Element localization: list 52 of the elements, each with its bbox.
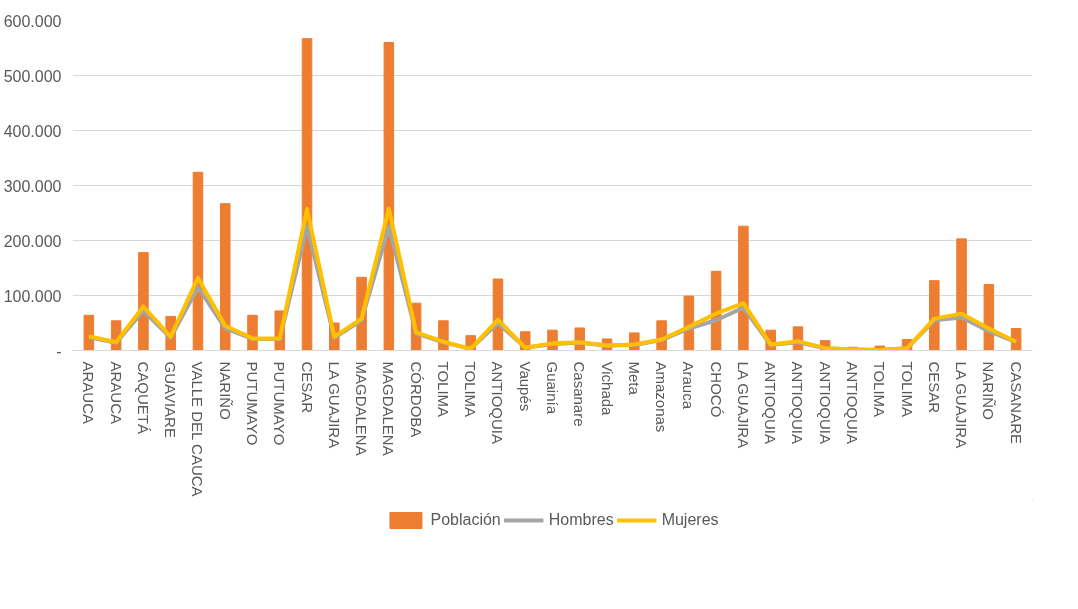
- bar: [83, 314, 95, 351]
- legend-label: Mujeres: [661, 511, 719, 529]
- x-tick-label: MAGDALENA: [380, 361, 398, 456]
- x-tick-label: CESAR: [298, 361, 316, 414]
- x-tick-label: CAQUETÁ: [134, 361, 152, 435]
- y-tick-label: 400.000: [3, 122, 62, 140]
- x-tick-label: Amazonas: [653, 361, 671, 433]
- x-tick-label: CÓRDOBA: [407, 361, 425, 438]
- bar: [219, 203, 231, 351]
- x-tick-label: NARIÑO: [216, 361, 234, 420]
- y-tick-label: 200.000: [3, 232, 62, 250]
- x-tick-label: LA GUAJIRA: [953, 361, 971, 449]
- bar: [956, 238, 967, 351]
- bar: [383, 42, 395, 351]
- legend-label: Población: [430, 511, 501, 529]
- x-tick-label: ANTIOQUIA: [816, 361, 834, 445]
- bar: [138, 252, 149, 351]
- x-tick-label: PUTUMAYO: [271, 361, 289, 446]
- legend-label: Hombres: [548, 511, 614, 529]
- x-tick-label: Guainía: [544, 361, 561, 415]
- x-tick-label: TOLIMA: [871, 361, 889, 418]
- x-tick-label: PUTUMAYO: [244, 361, 261, 446]
- x-tick-label: Vaupés: [516, 361, 534, 412]
- x-tick-label: Meta: [625, 361, 643, 396]
- y-tick-label: 300.000: [3, 177, 62, 195]
- x-tick-label: ARAUCA: [80, 361, 98, 425]
- x-tick-label: Casanare: [571, 361, 589, 427]
- x-tick-label: MAGDALENA: [353, 361, 371, 456]
- x-tick-label: LA GUAJIRA: [325, 361, 343, 449]
- x-tick-label: TOLIMA: [898, 361, 916, 418]
- x-tick-label: NARIÑO: [980, 361, 998, 420]
- y-tick-label: 600.000: [3, 12, 62, 30]
- y-tick-label: -: [56, 342, 62, 360]
- x-tick-label: LA GUAJIRA: [734, 361, 752, 449]
- x-tick-label: TOLIMA: [462, 361, 480, 418]
- x-tick-label: Arauca: [680, 361, 698, 410]
- bar: [929, 280, 940, 351]
- x-tick-label: ANTIOQUIA: [844, 361, 861, 445]
- x-tick-label: VALLE DEL CAUCA: [189, 361, 207, 497]
- x-tick-label: CESAR: [925, 361, 943, 414]
- x-tick-label: ANTIOQUIA: [762, 361, 780, 445]
- x-tick-label: TOLIMA: [434, 361, 452, 418]
- x-tick-label: ANTIOQUIA: [489, 361, 507, 445]
- bar: [738, 225, 749, 351]
- x-tick-label: ARAUCA: [107, 361, 125, 425]
- y-tick-label: 500.000: [3, 67, 62, 85]
- x-tick-label: ANTIOQUIA: [789, 361, 807, 445]
- x-tick-label: CHOCÓ: [707, 361, 725, 418]
- y-tick-label: 100.000: [3, 287, 62, 305]
- x-tick-label: GUAVIARE: [162, 361, 180, 438]
- x-tick-label: CASANARE: [1007, 361, 1025, 445]
- x-tick-label: Vichada: [598, 361, 616, 417]
